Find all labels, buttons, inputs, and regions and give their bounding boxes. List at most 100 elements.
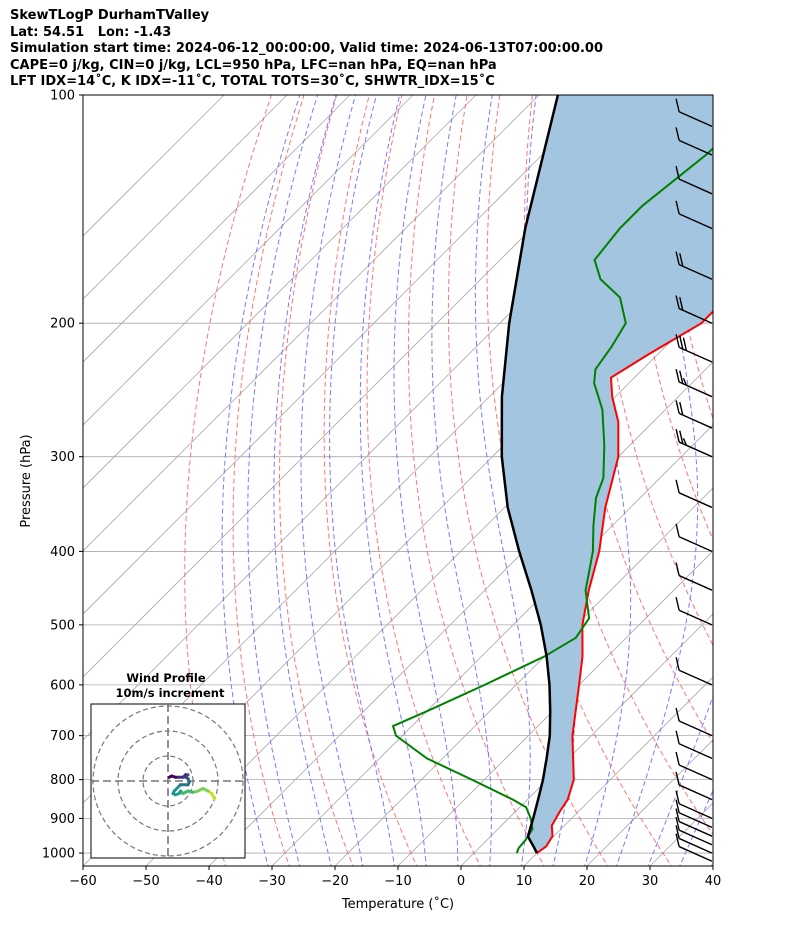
isotherm-line bbox=[776, 95, 794, 866]
isotherm-line bbox=[83, 95, 225, 237]
wind-barb-flag bbox=[675, 751, 680, 766]
wind-barb-flag bbox=[675, 790, 680, 804]
sounding-profiles bbox=[391, 95, 713, 854]
moist-adiabat bbox=[679, 789, 713, 866]
chart-title: SkewTLogP DurhamTValley bbox=[10, 8, 210, 23]
moist-adiabat bbox=[393, 95, 459, 866]
x-tick-label: 20 bbox=[579, 874, 596, 889]
wind-barb-shaft bbox=[678, 139, 713, 156]
wind-barb-flag bbox=[679, 335, 684, 350]
wind-barb-flag bbox=[682, 337, 688, 351]
wind-barb-flag bbox=[679, 401, 684, 416]
moist-adiabat bbox=[474, 95, 531, 866]
wind-barb-flag bbox=[675, 98, 680, 112]
y-axis-label: Pressure (hPa) bbox=[19, 434, 34, 527]
wind-barb bbox=[675, 400, 713, 429]
wind-barb bbox=[675, 771, 713, 801]
wind-barb-flag bbox=[675, 833, 680, 847]
isotherm-line bbox=[460, 613, 713, 866]
wind-barb bbox=[675, 833, 713, 862]
cape-cin-shading bbox=[501, 95, 713, 854]
isotherm-line bbox=[271, 424, 713, 866]
y-tick-label: 800 bbox=[50, 773, 75, 788]
temperature-profile-line bbox=[536, 310, 713, 854]
wind-barb bbox=[675, 523, 713, 553]
y-tick-label: 1000 bbox=[42, 847, 75, 862]
wind-barb bbox=[675, 799, 713, 829]
dry-adiabat bbox=[662, 95, 713, 421]
moist-adiabat bbox=[647, 694, 713, 866]
moist-adiabat bbox=[710, 861, 713, 866]
wind-barb-shaft bbox=[678, 784, 713, 801]
wind-barb bbox=[675, 730, 713, 760]
wind-barb-flag bbox=[675, 295, 680, 309]
dry-adiabat bbox=[323, 95, 418, 866]
wind-barb-flag bbox=[675, 816, 680, 831]
dry-adiabat bbox=[184, 95, 272, 866]
wind-barb bbox=[675, 479, 713, 509]
wind-barb-flag bbox=[675, 400, 680, 414]
moist-adiabat bbox=[615, 95, 699, 866]
wind-barb-flag bbox=[675, 730, 680, 744]
x-tick-label: −60 bbox=[69, 874, 96, 889]
wind-barb-shaft bbox=[678, 492, 713, 509]
hodograph-inset: Wind Profile 10m/s increment bbox=[90, 671, 246, 859]
moist-adiabat bbox=[273, 95, 337, 866]
wind-barb-shaft bbox=[678, 346, 713, 363]
hodograph-segment bbox=[167, 774, 174, 779]
wind-barb-shaft bbox=[678, 803, 713, 820]
dry-adiabat bbox=[761, 95, 794, 869]
dry-adiabat bbox=[629, 95, 713, 541]
wind-barb-shaft bbox=[678, 609, 713, 626]
wind-barb bbox=[675, 428, 713, 458]
wind-barb-flag bbox=[675, 597, 680, 611]
wind-barb-shaft bbox=[678, 743, 713, 760]
moist-adiabat bbox=[431, 95, 492, 866]
hodograph-title: Wind Profile bbox=[126, 671, 206, 685]
y-tick-label: 600 bbox=[50, 678, 75, 693]
wind-barb-shaft bbox=[678, 536, 713, 553]
wind-barb bbox=[675, 127, 713, 156]
wind-barb-shaft bbox=[678, 381, 713, 398]
wind-barb-flag bbox=[675, 428, 680, 443]
wind-barb bbox=[675, 825, 713, 854]
dry-adiabat bbox=[408, 95, 545, 866]
chart-header: SkewTLogP DurhamTValley Lat: 54.51 Lon: … bbox=[10, 8, 603, 91]
y-axis-ticks: 100 200 300 400 500 600 700 800 900 1000 bbox=[42, 89, 83, 862]
moist-adiabat bbox=[359, 95, 427, 866]
location-line: Lat: 54.51 Lon: -1.43 bbox=[10, 24, 172, 40]
x-tick-label: −50 bbox=[132, 874, 159, 889]
x-axis-label: Temperature (˚C) bbox=[341, 896, 454, 912]
x-axis-ticks: −60 −50 −40 −30 −20 −10 0 10 20 30 40 bbox=[69, 866, 721, 889]
stability-indices-line: LFT IDX=14˚C, K IDX=-11˚C, TOTAL TOTS=30… bbox=[10, 74, 495, 89]
x-tick-label: −20 bbox=[321, 874, 348, 889]
wind-barb-shaft bbox=[678, 574, 713, 591]
wind-barb-flag bbox=[682, 438, 688, 446]
y-tick-label: 100 bbox=[50, 89, 75, 104]
wind-barb-flag bbox=[679, 297, 684, 311]
dry-adiabat bbox=[232, 95, 305, 866]
cin-shaded-area bbox=[501, 95, 713, 854]
wind-barb-flag bbox=[675, 825, 680, 839]
wind-barb-flag bbox=[675, 707, 680, 722]
wind-barb bbox=[675, 98, 713, 128]
wind-barb-shaft bbox=[678, 837, 713, 854]
hodograph-plot bbox=[91, 704, 245, 858]
isotherm-line bbox=[83, 95, 414, 426]
wind-barb-flag bbox=[679, 253, 684, 267]
cape-indices-line: CAPE=0 j/kg, CIN=0 j/kg, LCL=950 hPa, LF… bbox=[10, 57, 497, 73]
parcel-profile-line bbox=[500, 95, 560, 854]
wind-barb-flag bbox=[675, 523, 680, 537]
wind-barb bbox=[675, 251, 713, 280]
wind-barb-shaft bbox=[678, 845, 713, 862]
isotherm-line bbox=[83, 95, 351, 363]
wind-barb-flag bbox=[679, 430, 684, 444]
dry-adiabat bbox=[278, 95, 354, 866]
hodograph-subtitle: 10m/s increment bbox=[116, 686, 225, 700]
wind-barb-shaft bbox=[678, 441, 713, 458]
wind-barb bbox=[675, 562, 713, 591]
y-tick-label: 200 bbox=[50, 317, 75, 332]
wind-barb-flag bbox=[675, 368, 680, 383]
wind-barb bbox=[675, 808, 713, 837]
isotherm-line bbox=[712, 865, 713, 866]
